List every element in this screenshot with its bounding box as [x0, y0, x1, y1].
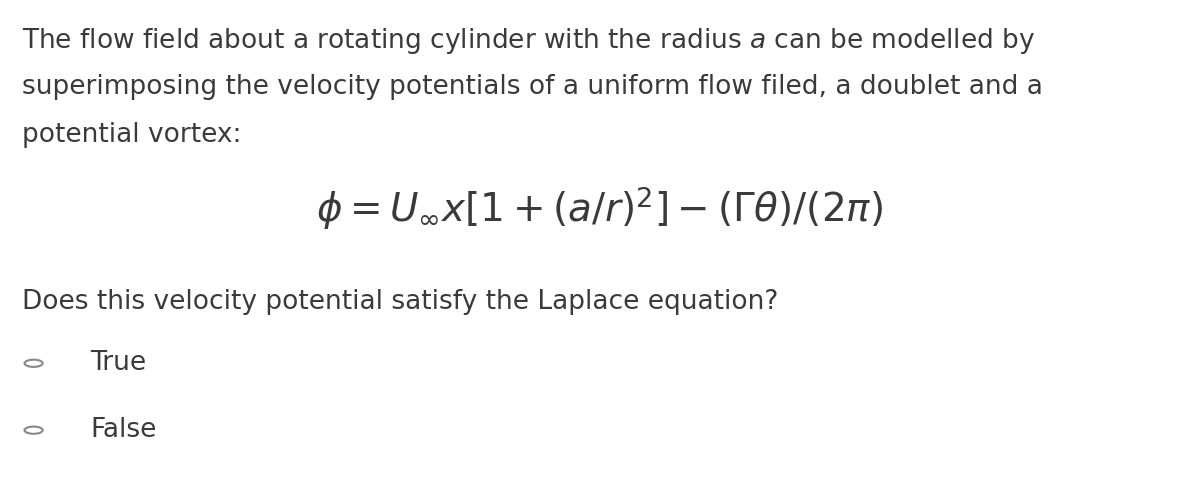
Text: False: False	[90, 417, 156, 443]
Text: Does this velocity potential satisfy the Laplace equation?: Does this velocity potential satisfy the…	[22, 289, 778, 315]
Text: potential vortex:: potential vortex:	[22, 122, 241, 148]
Text: True: True	[90, 350, 146, 376]
Text: superimposing the velocity potentials of a uniform flow filed, a doublet and a: superimposing the velocity potentials of…	[22, 74, 1043, 100]
Text: $\phi = U_{\infty}x[1 + (a/r)^{2}] - (\Gamma\theta)/(2\pi)$: $\phi = U_{\infty}x[1 + (a/r)^{2}] - (\G…	[317, 184, 883, 232]
Text: The flow field about a rotating cylinder with the radius $a$ can be modelled by: The flow field about a rotating cylinder…	[22, 26, 1034, 56]
